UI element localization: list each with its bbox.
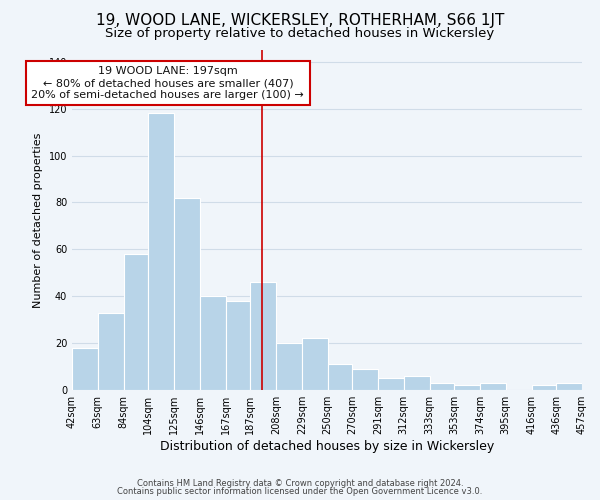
Text: 19 WOOD LANE: 197sqm
← 80% of detached houses are smaller (407)
20% of semi-deta: 19 WOOD LANE: 197sqm ← 80% of detached h…	[31, 66, 304, 100]
Bar	[454, 386, 480, 390]
Bar	[226, 301, 250, 390]
Bar	[72, 348, 98, 390]
Text: Contains public sector information licensed under the Open Government Licence v3: Contains public sector information licen…	[118, 487, 482, 496]
Bar	[276, 343, 302, 390]
Bar	[556, 383, 582, 390]
Bar	[480, 383, 506, 390]
Bar	[98, 312, 124, 390]
Bar	[148, 114, 174, 390]
Bar	[352, 369, 378, 390]
Text: Contains HM Land Registry data © Crown copyright and database right 2024.: Contains HM Land Registry data © Crown c…	[137, 478, 463, 488]
Bar	[404, 376, 430, 390]
Bar	[124, 254, 148, 390]
Bar	[200, 296, 226, 390]
Bar	[532, 386, 556, 390]
Bar	[430, 383, 454, 390]
X-axis label: Distribution of detached houses by size in Wickersley: Distribution of detached houses by size …	[160, 440, 494, 453]
Y-axis label: Number of detached properties: Number of detached properties	[33, 132, 43, 308]
Text: Size of property relative to detached houses in Wickersley: Size of property relative to detached ho…	[106, 28, 494, 40]
Bar	[328, 364, 352, 390]
Text: 19, WOOD LANE, WICKERSLEY, ROTHERHAM, S66 1JT: 19, WOOD LANE, WICKERSLEY, ROTHERHAM, S6…	[96, 12, 504, 28]
Bar	[250, 282, 276, 390]
Bar	[378, 378, 404, 390]
Bar	[174, 198, 200, 390]
Bar	[302, 338, 328, 390]
